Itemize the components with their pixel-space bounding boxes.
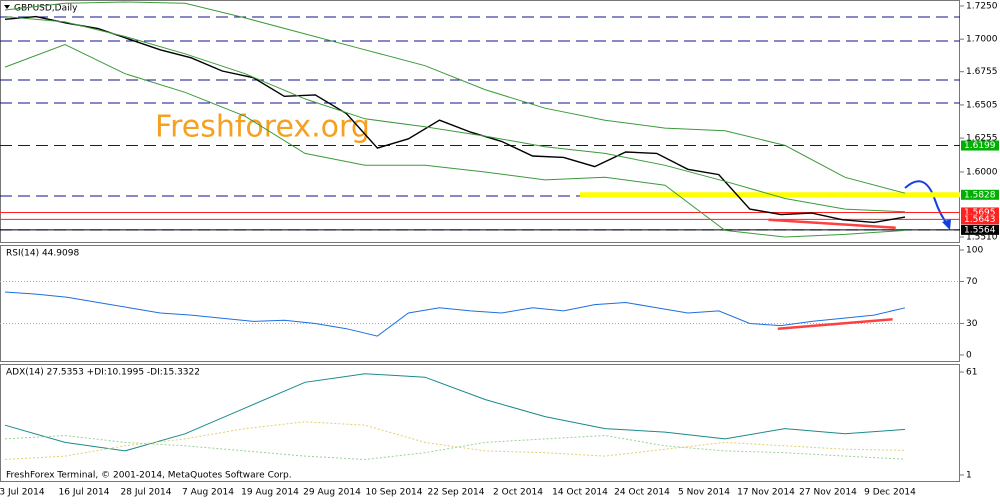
price-panel xyxy=(0,0,960,243)
y-tick-label: 70 xyxy=(966,277,978,287)
y-tick-label: 1.7000 xyxy=(966,35,998,45)
x-tick-label: 17 Nov 2014 xyxy=(737,488,795,498)
x-tick-label: 2 Oct 2014 xyxy=(493,488,543,498)
level-label: 1.5643 xyxy=(964,215,996,225)
x-tick-label: 5 Nov 2014 xyxy=(678,488,730,498)
rsi-title: RSI(14) 44.9098 xyxy=(6,249,79,259)
x-tick-label: 29 Aug 2014 xyxy=(303,488,361,498)
series-line xyxy=(4,15,906,224)
level-label-box xyxy=(961,224,999,235)
x-tick-label: 10 Sep 2014 xyxy=(365,488,422,498)
adx-title: ADX(14) 27.5353 +DI:10.1995 -DI:15.3322 xyxy=(6,368,200,378)
forecast-arrow xyxy=(904,180,949,226)
series-line xyxy=(4,434,906,461)
y-tick-label: 1.5510 xyxy=(966,233,998,243)
level-label-box xyxy=(961,140,999,151)
menu-icon xyxy=(4,5,10,9)
x-tick-label: 24 Oct 2014 xyxy=(614,488,670,498)
y-tick-label: 1.6000 xyxy=(966,167,998,177)
arrow-head xyxy=(942,219,951,230)
series-line xyxy=(4,16,906,213)
series-line xyxy=(4,373,906,452)
y-tick-label: 100 xyxy=(966,245,983,255)
trendline xyxy=(777,318,893,330)
y-tick-label: 61 xyxy=(966,368,977,378)
level-label: 1.6199 xyxy=(964,141,996,151)
x-tick-label: 22 Sep 2014 xyxy=(427,488,484,498)
x-tick-label: 28 Jul 2014 xyxy=(121,488,172,498)
y-tick-label: 1.6505 xyxy=(966,100,998,110)
level-label: 1.5564 xyxy=(964,225,996,235)
level-label: 1.5828 xyxy=(964,190,996,200)
adx-panel xyxy=(0,364,960,482)
y-tick-label: 30 xyxy=(966,319,978,329)
y-tick-label: 0 xyxy=(966,350,972,360)
x-tick-label: 7 Aug 2014 xyxy=(182,488,234,498)
y-tick-label: 1 xyxy=(966,470,972,480)
level-label-box xyxy=(961,207,999,218)
x-tick-label: 27 Nov 2014 xyxy=(799,488,857,498)
x-tick-label: 14 Oct 2014 xyxy=(552,488,608,498)
x-tick-label: 3 Jul 2014 xyxy=(0,488,45,498)
y-tick-label: 1.6755 xyxy=(966,67,998,77)
symbol-title: GBPUSD,Daily xyxy=(14,4,78,14)
y-tick-label: 1.6255 xyxy=(966,134,998,144)
level-label-box xyxy=(961,214,999,225)
x-tick-label: 9 Dec 2014 xyxy=(864,488,916,498)
series-line xyxy=(4,43,906,238)
series-line xyxy=(4,1,906,194)
series-line xyxy=(4,421,906,460)
trendline xyxy=(768,218,896,229)
x-tick-label: 19 Aug 2014 xyxy=(241,488,299,498)
x-tick-label: 16 Jul 2014 xyxy=(59,488,110,498)
series-line xyxy=(4,291,906,337)
footer: FreshForex Terminal, © 2001-2014, MetaQu… xyxy=(6,471,292,481)
level-label: 1.5695 xyxy=(964,208,996,218)
level-label-box xyxy=(961,189,999,200)
y-tick-label: 1.7250 xyxy=(966,1,998,11)
rsi-panel xyxy=(0,245,960,362)
